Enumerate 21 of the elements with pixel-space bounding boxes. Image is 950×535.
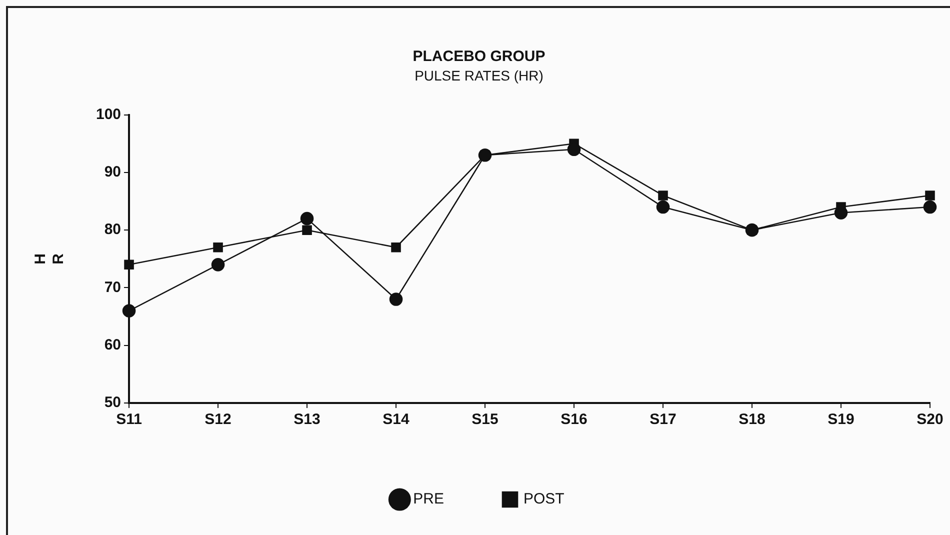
y-tick-label: 70 — [104, 278, 122, 296]
chart-title: PLACEBO GROUP — [412, 48, 546, 66]
x-tick-label: S19 — [828, 411, 854, 428]
y-axis-title: HR — [32, 253, 68, 264]
x-tick-label: S18 — [738, 411, 766, 428]
y-tick-label: 80 — [104, 221, 122, 238]
x-tick-label: S16 — [560, 411, 588, 428]
x-tick-label: S20 — [916, 411, 944, 428]
x-tick-label: S13 — [294, 411, 320, 428]
y-tick-label: 60 — [104, 336, 122, 354]
x-tick-label: S11 — [116, 411, 142, 428]
x-tick-label: S14 — [382, 411, 410, 428]
x-tick-label: S12 — [204, 411, 232, 428]
y-tick-label: 90 — [104, 164, 122, 181]
x-tick-label: S17 — [650, 411, 676, 428]
y-tick-label: 50 — [104, 394, 122, 412]
legend-label: POST — [524, 490, 564, 508]
x-tick-label: S15 — [472, 411, 498, 428]
y-tick-label: 100 — [96, 106, 122, 123]
legend-label: PRE — [413, 490, 444, 508]
chart-subtitle: PULSE RATES (HR) — [414, 67, 544, 84]
